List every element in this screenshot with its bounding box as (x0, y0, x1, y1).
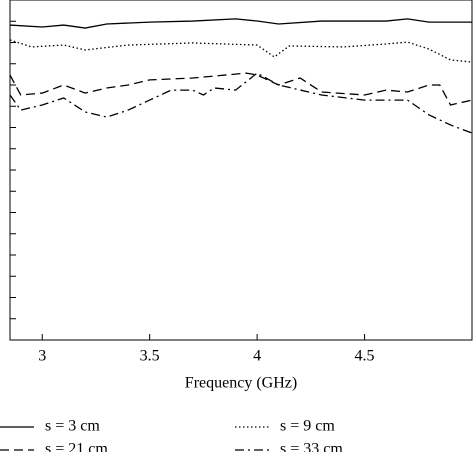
x-tick-label: 3.5 (140, 348, 160, 365)
legend-label: s = 33 cm (280, 441, 343, 452)
series-line (9, 72, 473, 106)
series-line (9, 18, 472, 29)
legend-label: s = 9 cm (280, 418, 335, 435)
plot-frame (9, 0, 473, 341)
series-line (9, 72, 473, 134)
series-line (9, 39, 473, 63)
x-tick-label: 3 (38, 348, 46, 365)
legend-label: s = 21 cm (45, 441, 108, 452)
x-tick-label: 4 (253, 348, 261, 365)
legend-label: s = 3 cm (45, 418, 100, 435)
x-tick-label: 4.5 (355, 348, 375, 365)
x-axis-title: Frequency (GHz) (185, 375, 297, 392)
